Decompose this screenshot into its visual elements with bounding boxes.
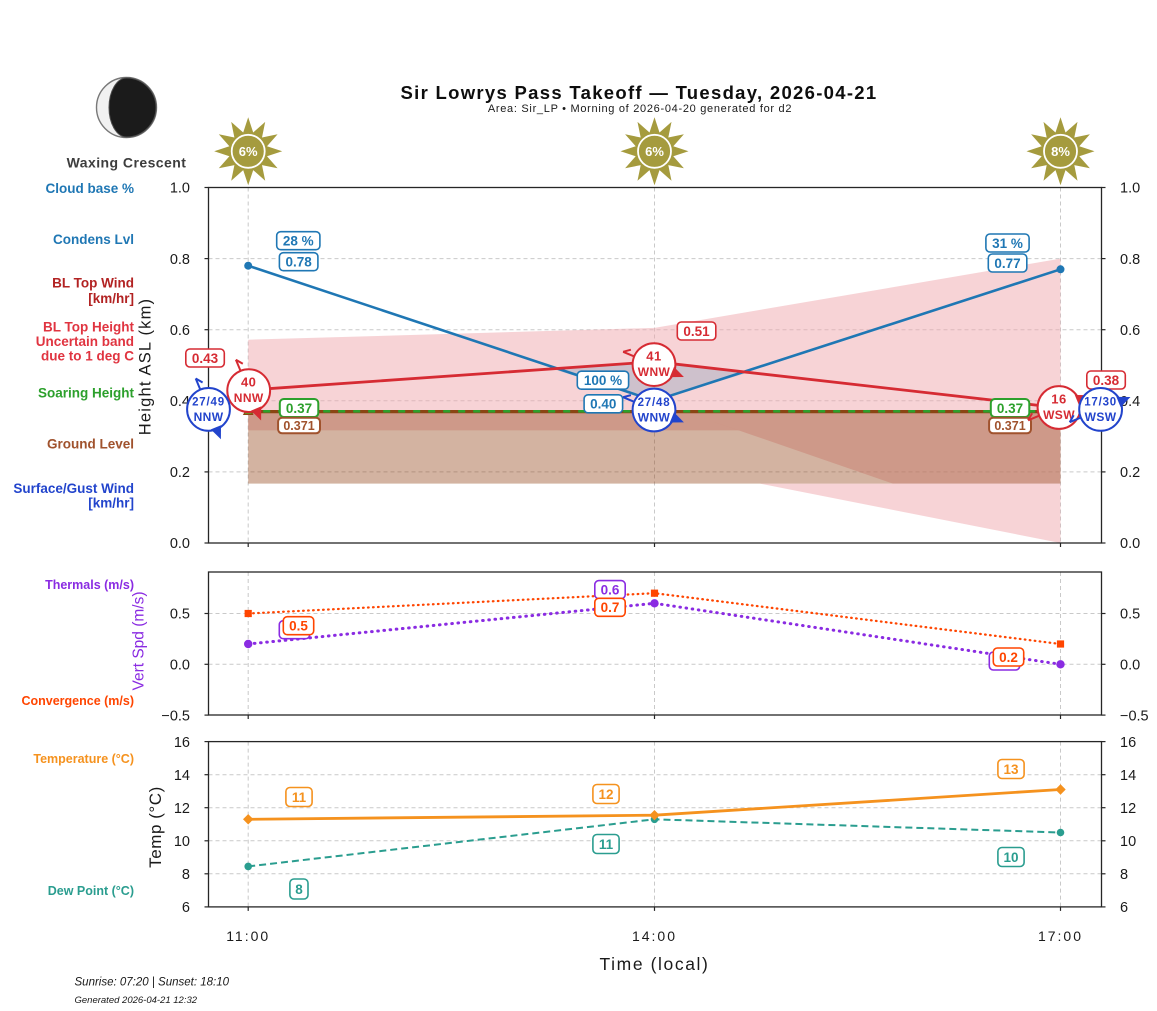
svg-text:WNW: WNW xyxy=(638,411,671,425)
svg-text:13: 13 xyxy=(1003,762,1019,777)
svg-text:10: 10 xyxy=(174,834,190,850)
svg-text:100 %: 100 % xyxy=(584,373,622,388)
svg-text:8: 8 xyxy=(182,867,190,883)
svg-text:16: 16 xyxy=(174,735,190,751)
svg-text:0.38: 0.38 xyxy=(1093,373,1120,388)
svg-text:Temperature (°C): Temperature (°C) xyxy=(33,752,134,766)
svg-text:Waxing Crescent: Waxing Crescent xyxy=(67,155,187,171)
svg-text:40: 40 xyxy=(241,375,256,390)
svg-text:11: 11 xyxy=(599,837,614,852)
svg-text:0.6: 0.6 xyxy=(601,583,620,598)
svg-text:27/49: 27/49 xyxy=(192,396,225,408)
svg-text:1.0: 1.0 xyxy=(170,181,190,197)
svg-text:0.0: 0.0 xyxy=(170,658,190,674)
svg-text:12: 12 xyxy=(174,801,190,817)
svg-text:[km/hr]: [km/hr] xyxy=(88,291,134,306)
svg-text:Cloud base %: Cloud base % xyxy=(45,181,134,196)
svg-text:6%: 6% xyxy=(645,144,664,159)
svg-text:0.2: 0.2 xyxy=(1120,465,1140,481)
svg-text:Height ASL (km): Height ASL (km) xyxy=(137,298,155,436)
svg-text:BL Top Height: BL Top Height xyxy=(43,320,134,335)
svg-text:0.371: 0.371 xyxy=(283,419,314,433)
svg-text:0.2: 0.2 xyxy=(170,465,190,481)
svg-text:0.78: 0.78 xyxy=(285,255,312,270)
svg-text:16: 16 xyxy=(1120,735,1136,751)
svg-text:0.371: 0.371 xyxy=(994,419,1025,433)
svg-text:0.7: 0.7 xyxy=(601,600,620,615)
svg-text:0.77: 0.77 xyxy=(994,256,1020,271)
svg-text:Vert Spd (m/s): Vert Spd (m/s) xyxy=(131,591,148,690)
svg-text:Ground Level: Ground Level xyxy=(47,437,134,452)
svg-text:0.5: 0.5 xyxy=(1120,607,1140,623)
svg-text:BL Top Wind: BL Top Wind xyxy=(52,276,134,291)
svg-text:0.0: 0.0 xyxy=(170,536,190,552)
svg-text:11:00: 11:00 xyxy=(226,928,270,944)
svg-text:Sunrise: 07:20 | Sunset: 18:10: Sunrise: 07:20 | Sunset: 18:10 xyxy=(75,977,230,989)
svg-text:12: 12 xyxy=(1120,801,1136,817)
svg-text:6%: 6% xyxy=(239,144,258,159)
svg-text:Generated 2026-04-21 12:32: Generated 2026-04-21 12:32 xyxy=(75,995,198,1006)
svg-text:0.37: 0.37 xyxy=(286,401,312,416)
svg-text:14: 14 xyxy=(1120,768,1136,784)
svg-text:Temp (°C): Temp (°C) xyxy=(146,786,165,868)
svg-text:due to 1 deg C: due to 1 deg C xyxy=(41,349,134,364)
svg-text:0.8: 0.8 xyxy=(1120,252,1140,268)
svg-text:0.2: 0.2 xyxy=(999,650,1018,665)
svg-text:−0.5: −0.5 xyxy=(1120,708,1149,724)
svg-text:0.0: 0.0 xyxy=(1120,658,1140,674)
svg-text:WSW: WSW xyxy=(1043,408,1075,422)
svg-text:8%: 8% xyxy=(1051,144,1070,159)
svg-text:Uncertain band: Uncertain band xyxy=(36,334,134,349)
svg-text:WNW: WNW xyxy=(638,365,671,379)
svg-text:Dew Point (°C): Dew Point (°C) xyxy=(48,884,134,898)
svg-text:Area: Sir_LP • Morning of 2026: Area: Sir_LP • Morning of 2026-04-20 gen… xyxy=(488,103,792,115)
svg-text:0.8: 0.8 xyxy=(170,252,190,268)
svg-text:Thermals (m/s): Thermals (m/s) xyxy=(45,578,134,592)
svg-text:NNW: NNW xyxy=(194,410,224,424)
svg-text:17/30: 17/30 xyxy=(1084,396,1117,408)
svg-text:17:00: 17:00 xyxy=(1038,928,1083,944)
svg-text:Soaring Height: Soaring Height xyxy=(38,386,135,401)
svg-text:0.43: 0.43 xyxy=(192,351,219,366)
svg-text:NNW: NNW xyxy=(234,391,264,405)
svg-text:[km/hr]: [km/hr] xyxy=(88,496,134,511)
svg-text:0.37: 0.37 xyxy=(997,401,1023,416)
svg-text:14:00: 14:00 xyxy=(632,928,677,944)
svg-text:27/48: 27/48 xyxy=(638,397,671,409)
svg-text:31 %: 31 % xyxy=(992,236,1023,251)
svg-text:8: 8 xyxy=(1120,867,1128,883)
svg-text:−0.5: −0.5 xyxy=(161,708,190,724)
svg-text:Time (local): Time (local) xyxy=(600,954,710,974)
svg-text:0.4: 0.4 xyxy=(170,394,190,410)
svg-text:Convergence (m/s): Convergence (m/s) xyxy=(21,694,134,708)
svg-text:41: 41 xyxy=(646,349,661,364)
svg-text:14: 14 xyxy=(174,768,190,784)
svg-text:1.0: 1.0 xyxy=(1120,181,1140,197)
svg-text:0.6: 0.6 xyxy=(1120,323,1140,339)
svg-text:Sir Lowrys Pass Takeoff — Tues: Sir Lowrys Pass Takeoff — Tuesday, 2026-… xyxy=(401,82,878,103)
svg-text:0.0: 0.0 xyxy=(1120,536,1140,552)
svg-text:11: 11 xyxy=(292,790,307,805)
svg-text:Surface/Gust Wind: Surface/Gust Wind xyxy=(13,481,134,496)
svg-text:0.40: 0.40 xyxy=(590,397,616,412)
svg-text:0.6: 0.6 xyxy=(170,323,190,339)
svg-text:12: 12 xyxy=(598,787,613,802)
svg-text:10: 10 xyxy=(1120,834,1136,850)
svg-text:28 %: 28 % xyxy=(283,234,314,249)
svg-text:0.5: 0.5 xyxy=(170,607,190,623)
svg-text:8: 8 xyxy=(295,882,303,897)
svg-text:0.5: 0.5 xyxy=(289,619,308,634)
svg-text:16: 16 xyxy=(1051,392,1066,407)
svg-text:6: 6 xyxy=(1120,900,1128,916)
svg-text:WSW: WSW xyxy=(1085,410,1117,424)
svg-text:0.51: 0.51 xyxy=(683,324,710,339)
svg-text:Condens Lvl: Condens Lvl xyxy=(53,232,134,247)
svg-text:6: 6 xyxy=(182,900,190,916)
svg-text:10: 10 xyxy=(1003,850,1018,865)
